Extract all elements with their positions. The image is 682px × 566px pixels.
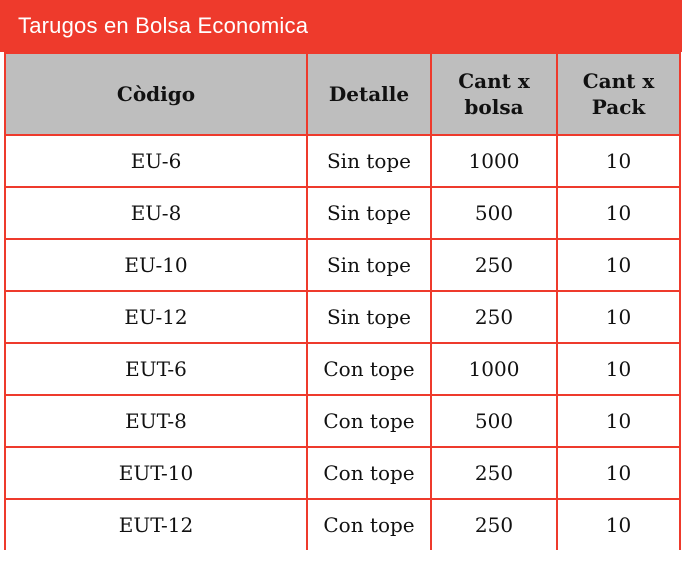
cell-cant-pack: 10 (556, 394, 681, 448)
table-row: EUT-8 Con tope 500 10 (4, 394, 681, 448)
cell-codigo: EUT-6 (4, 342, 308, 396)
product-table: Còdigo Detalle Cant x bolsa Cant x Pack … (4, 52, 681, 550)
table-row: EU-10 Sin tope 250 10 (4, 238, 681, 292)
cell-codigo: EUT-10 (4, 446, 308, 500)
cell-cant-bolsa: 250 (430, 290, 558, 344)
table-title: Tarugos en Bolsa Economica (0, 0, 682, 52)
cell-detalle: Sin tope (306, 238, 432, 292)
cell-cant-bolsa: 250 (430, 498, 558, 550)
header-cant-pack: Cant x Pack (556, 52, 681, 136)
cell-cant-pack: 10 (556, 498, 681, 550)
cell-codigo: EU-8 (4, 186, 308, 240)
cell-codigo: EU-6 (4, 134, 308, 188)
cell-cant-bolsa: 500 (430, 186, 558, 240)
header-cant-bolsa: Cant x bolsa (430, 52, 558, 136)
cell-cant-pack: 10 (556, 134, 681, 188)
table-row: EUT-6 Con tope 1000 10 (4, 342, 681, 396)
table-row: EUT-12 Con tope 250 10 (4, 498, 681, 550)
cell-detalle: Sin tope (306, 290, 432, 344)
cell-detalle: Con tope (306, 498, 432, 550)
cell-codigo: EUT-8 (4, 394, 308, 448)
cell-cant-pack: 10 (556, 238, 681, 292)
cell-detalle: Con tope (306, 394, 432, 448)
cell-detalle: Sin tope (306, 186, 432, 240)
cell-detalle: Sin tope (306, 134, 432, 188)
cell-cant-bolsa: 500 (430, 394, 558, 448)
table-header-row: Còdigo Detalle Cant x bolsa Cant x Pack (4, 52, 681, 136)
cell-detalle: Con tope (306, 446, 432, 500)
cell-codigo: EUT-12 (4, 498, 308, 550)
table-row: EU-6 Sin tope 1000 10 (4, 134, 681, 188)
cell-codigo: EU-10 (4, 238, 308, 292)
cell-codigo: EU-12 (4, 290, 308, 344)
cell-detalle: Con tope (306, 342, 432, 396)
table-row: EU-12 Sin tope 250 10 (4, 290, 681, 344)
header-detalle: Detalle (306, 52, 432, 136)
cell-cant-pack: 10 (556, 290, 681, 344)
header-codigo: Còdigo (4, 52, 308, 136)
cell-cant-pack: 10 (556, 342, 681, 396)
cell-cant-pack: 10 (556, 446, 681, 500)
table-row: EU-8 Sin tope 500 10 (4, 186, 681, 240)
cell-cant-bolsa: 250 (430, 446, 558, 500)
cell-cant-bolsa: 250 (430, 238, 558, 292)
cell-cant-pack: 10 (556, 186, 681, 240)
cell-cant-bolsa: 1000 (430, 134, 558, 188)
cell-cant-bolsa: 1000 (430, 342, 558, 396)
table-row: EUT-10 Con tope 250 10 (4, 446, 681, 500)
